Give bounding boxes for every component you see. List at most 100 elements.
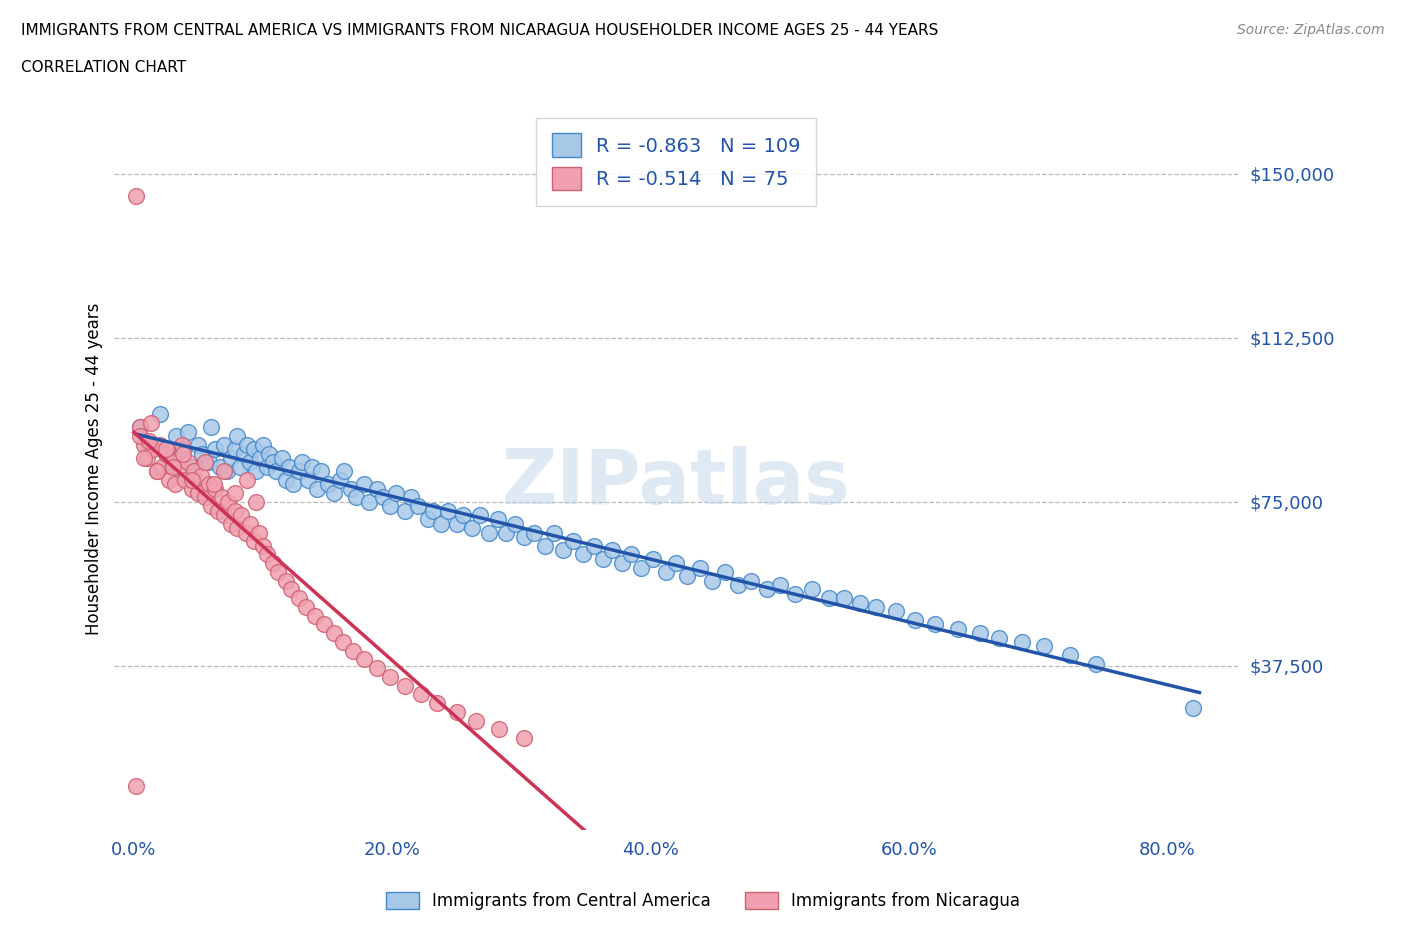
Point	[451, 508, 474, 523]
Point	[1181, 700, 1204, 715]
Point	[276, 573, 298, 588]
Point	[267, 565, 290, 579]
Point	[197, 455, 219, 470]
Point	[304, 608, 326, 623]
Point	[702, 573, 724, 588]
Point	[170, 437, 193, 452]
Point	[832, 591, 855, 605]
Point	[146, 464, 169, 479]
Point	[207, 503, 229, 518]
Point	[357, 495, 380, 510]
Point	[665, 556, 688, 571]
Point	[215, 464, 238, 479]
Y-axis label: Householder Income Ages 25 - 44 years: Householder Income Ages 25 - 44 years	[86, 303, 103, 635]
Point	[785, 586, 807, 601]
Point	[191, 446, 214, 461]
Point	[271, 451, 294, 466]
Point	[371, 490, 394, 505]
Point	[946, 621, 969, 636]
Point	[202, 477, 225, 492]
Point	[630, 560, 652, 575]
Point	[134, 451, 156, 466]
Point	[200, 420, 222, 435]
Point	[543, 525, 565, 540]
Point	[461, 521, 484, 536]
Point	[294, 600, 316, 615]
Point	[582, 538, 605, 553]
Point	[194, 490, 217, 505]
Point	[523, 525, 546, 540]
Point	[125, 779, 148, 794]
Point	[138, 437, 160, 452]
Point	[204, 442, 226, 457]
Point	[224, 503, 246, 518]
Point	[969, 626, 991, 641]
Point	[533, 538, 555, 553]
Point	[129, 420, 152, 435]
Point	[572, 547, 595, 562]
Point	[243, 442, 266, 457]
Point	[513, 731, 536, 746]
Point	[183, 464, 205, 479]
Legend: Immigrants from Central America, Immigrants from Nicaragua: Immigrants from Central America, Immigra…	[380, 885, 1026, 917]
Point	[162, 455, 184, 470]
Point	[988, 631, 1011, 645]
Point	[366, 482, 388, 497]
Point	[209, 459, 232, 474]
Text: ZIPatlas: ZIPatlas	[502, 446, 851, 521]
Point	[180, 482, 202, 497]
Point	[301, 459, 323, 474]
Point	[212, 464, 235, 479]
Point	[211, 490, 233, 505]
Point	[236, 472, 259, 487]
Point	[689, 560, 711, 575]
Point	[610, 556, 633, 571]
Point	[309, 464, 332, 479]
Point	[1085, 657, 1108, 671]
Point	[446, 705, 468, 720]
Point	[478, 525, 501, 540]
Point	[904, 613, 927, 628]
Point	[262, 556, 284, 571]
Point	[194, 455, 217, 470]
Point	[264, 464, 287, 479]
Point	[187, 437, 209, 452]
Point	[562, 534, 585, 549]
Point	[235, 525, 257, 540]
Point	[167, 459, 190, 474]
Point	[848, 595, 870, 610]
Point	[276, 472, 298, 487]
Point	[339, 482, 361, 497]
Point	[204, 482, 226, 497]
Point	[224, 442, 246, 457]
Point	[239, 516, 262, 531]
Point	[551, 542, 574, 557]
Point	[157, 472, 180, 487]
Point	[125, 188, 148, 203]
Point	[332, 634, 354, 649]
Point	[366, 660, 388, 675]
Point	[817, 591, 839, 605]
Point	[800, 582, 823, 597]
Point	[865, 600, 887, 615]
Point	[228, 459, 250, 474]
Point	[884, 604, 907, 618]
Point	[495, 525, 517, 540]
Point	[281, 477, 304, 492]
Point	[139, 416, 162, 431]
Point	[378, 670, 401, 684]
Point	[714, 565, 737, 579]
Point	[323, 626, 346, 641]
Point	[150, 459, 173, 474]
Point	[177, 424, 200, 439]
Point	[187, 485, 209, 500]
Point	[239, 455, 262, 470]
Point	[226, 521, 249, 536]
Point	[256, 459, 278, 474]
Point	[129, 429, 152, 444]
Point	[353, 652, 375, 667]
Point	[620, 547, 643, 562]
Point	[177, 455, 200, 470]
Point	[200, 498, 222, 513]
Point	[316, 477, 339, 492]
